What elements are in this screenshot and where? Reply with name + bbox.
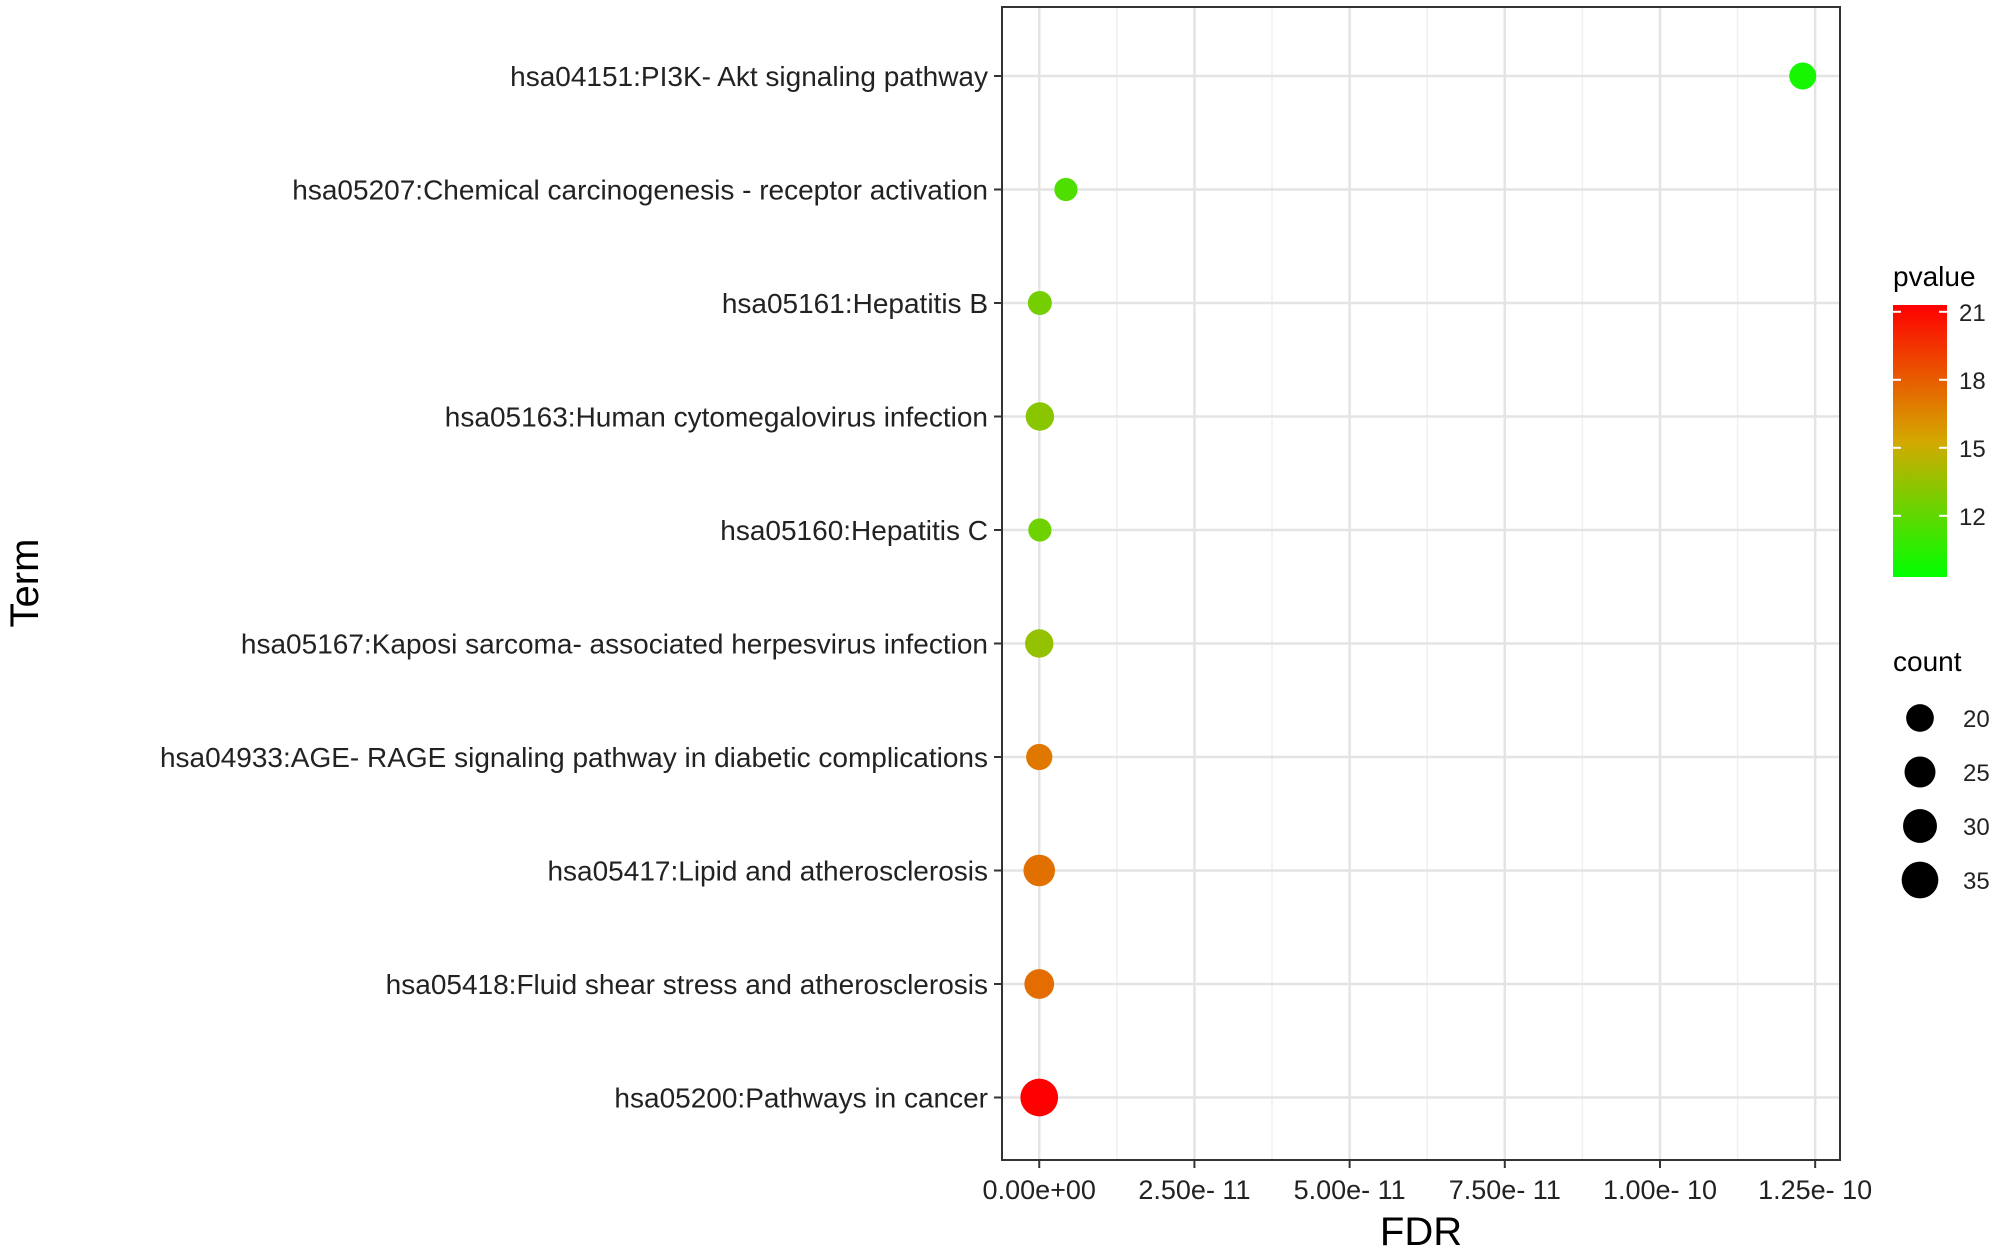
grid-layer xyxy=(1002,7,1840,1160)
colorbar-tick-label: 21 xyxy=(1959,300,1986,327)
plot-panel-background xyxy=(1002,7,1840,1160)
size-legend-dot xyxy=(1904,756,1936,788)
data-point xyxy=(1025,629,1054,658)
term-label: hsa05161:Hepatitis B xyxy=(722,288,988,319)
pvalue-legend: pvalue 12 15 18 21 xyxy=(1893,261,1986,577)
data-point xyxy=(1028,518,1052,542)
size-legend-dot xyxy=(1903,809,1937,843)
x-tick-label: 2.50e- 11 xyxy=(1138,1175,1250,1205)
size-legend-dot xyxy=(1901,861,1939,899)
size-legend-dot xyxy=(1906,704,1934,732)
term-label: hsa04933:AGE- RAGE signaling pathway in … xyxy=(160,742,988,773)
x-tick-label: 5.00e- 11 xyxy=(1294,1175,1406,1205)
colorbar-tick-label: 18 xyxy=(1959,368,1986,395)
x-tick-label: 1.00e- 10 xyxy=(1603,1175,1717,1205)
colorbar-tick-label: 15 xyxy=(1959,436,1986,463)
x-axis: 0.00e+00 2.50e- 11 5.00e- 11 7.50e- 11 1.00e… xyxy=(983,1160,1872,1205)
size-legend-label: 20 xyxy=(1963,706,1990,733)
x-tick-label: 7.50e- 11 xyxy=(1449,1175,1561,1205)
term-label: hsa05167:Kaposi sarcoma- associated herp… xyxy=(241,629,988,660)
plot-panel-border xyxy=(1001,6,1841,1161)
term-label: hsa05160:Hepatitis C xyxy=(720,515,988,546)
data-point xyxy=(1026,743,1053,771)
count-legend-title: count xyxy=(1893,646,1962,677)
x-axis-title: FDR xyxy=(1380,1210,1462,1252)
term-label: hsa05417:Lipid and atherosclerosis xyxy=(547,856,988,887)
data-point xyxy=(1789,62,1817,90)
data-point xyxy=(1020,1078,1059,1117)
term-label: hsa05200:Pathways in cancer xyxy=(614,1083,988,1114)
x-tick-label: 0.00e+00 xyxy=(983,1175,1096,1205)
data-point xyxy=(1054,177,1078,202)
y-axis-title: Term xyxy=(3,539,47,628)
data-point xyxy=(1025,402,1055,431)
size-legend-label: 25 xyxy=(1963,760,1990,787)
pvalue-colorbar xyxy=(1893,305,1947,577)
y-axis: hsa04151:PI3K- Akt signaling pathway hsa0… xyxy=(160,61,1002,1114)
pvalue-legend-title: pvalue xyxy=(1893,261,1976,292)
term-label: hsa05418:Fluid shear stress and atherosc… xyxy=(386,969,988,1000)
points-layer xyxy=(1020,62,1817,1117)
term-label: hsa05163:Human cytomegalovirus infection xyxy=(445,402,988,433)
count-legend: count 20 25 30 35 xyxy=(1893,646,1990,899)
data-point xyxy=(1024,969,1055,999)
data-point xyxy=(1027,290,1052,316)
size-legend-label: 30 xyxy=(1963,814,1990,841)
term-label: hsa05207:Chemical carcinogenesis - recep… xyxy=(292,175,988,206)
x-tick-label: 1.25e- 10 xyxy=(1758,1175,1872,1205)
colorbar-tick-label: 12 xyxy=(1959,504,1986,531)
size-legend-label: 35 xyxy=(1963,868,1990,895)
data-point xyxy=(1023,854,1056,887)
term-label: hsa04151:PI3K- Akt signaling pathway xyxy=(510,61,988,92)
